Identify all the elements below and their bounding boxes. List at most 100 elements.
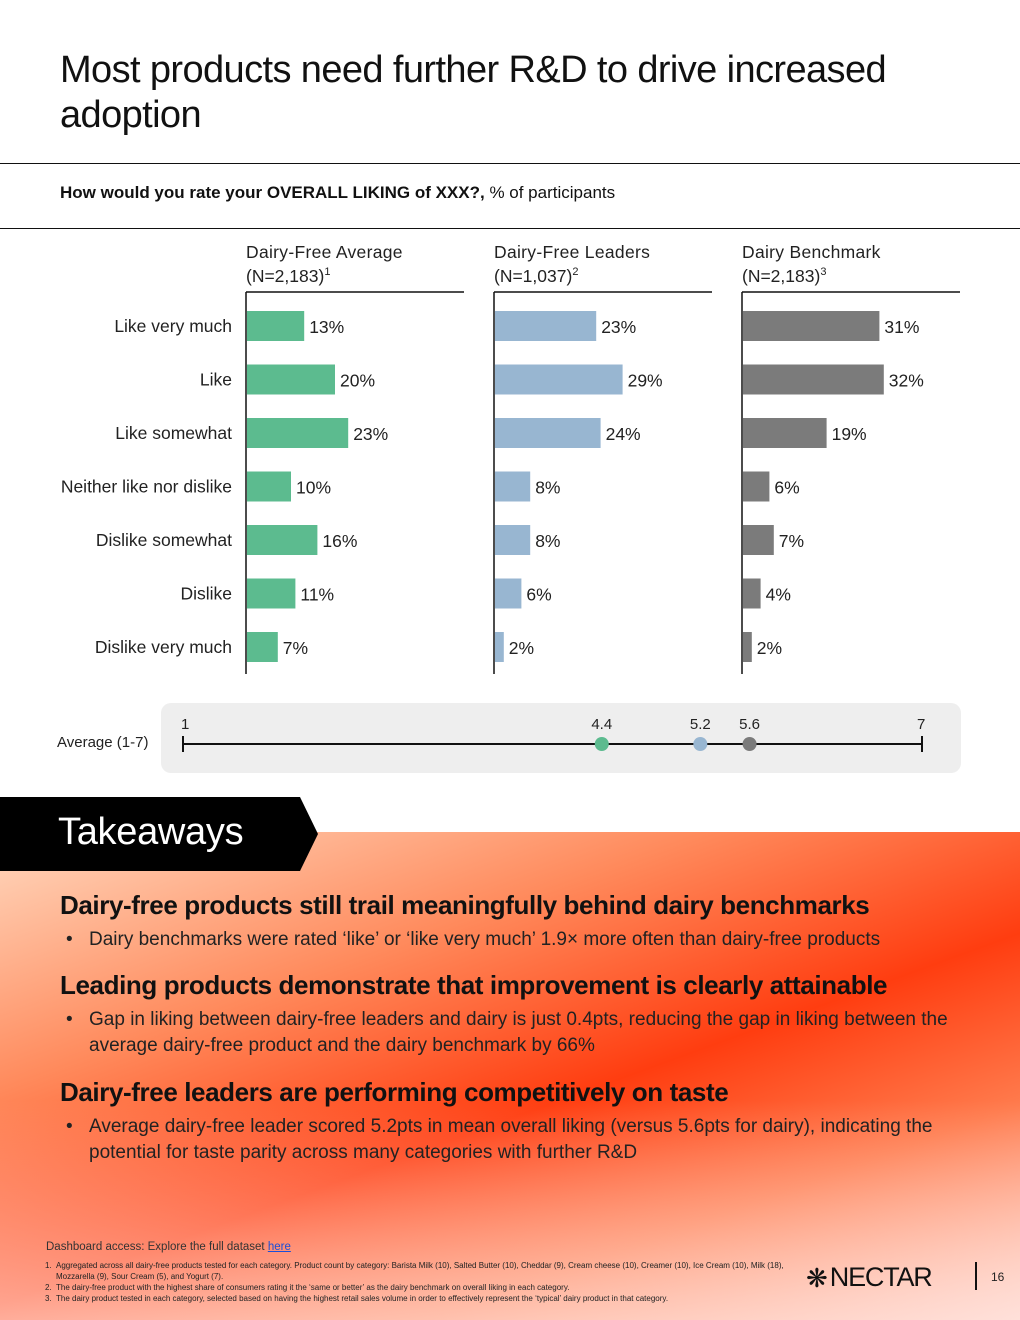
average-scale-panel (161, 703, 961, 773)
bar-value-label: 20% (340, 371, 375, 391)
series-sample-size: (N=2,183)1 (246, 266, 330, 286)
footnote-2: 2. The dairy-free product with the highes… (45, 1282, 785, 1293)
bar-value-label: 32% (889, 371, 924, 391)
bar (247, 418, 349, 448)
bar (743, 578, 761, 609)
bar (495, 364, 623, 395)
bar (247, 632, 278, 662)
bar-value-label: 19% (832, 424, 867, 444)
footnote-number: 3. (45, 1294, 52, 1303)
chart-question: How would you rate your OVERALL LIKING o… (60, 183, 615, 203)
category-label: Neither like nor dislike (61, 477, 232, 497)
category-label: Like somewhat (115, 423, 232, 443)
bar (743, 364, 884, 395)
series-header: Dairy-Free Leaders (494, 242, 650, 262)
category-label: Dislike (180, 584, 232, 604)
bar (495, 311, 597, 341)
nectar-logo: ❋ NECTAR (806, 1262, 933, 1293)
bar-value-label: 8% (535, 531, 560, 551)
series-sample-size: (N=1,037)2 (494, 266, 578, 286)
takeaway-heading: Leading products demonstrate that improv… (60, 970, 888, 1000)
takeaway-bullet: Gap in liking between dairy-free leaders… (60, 1007, 980, 1059)
footer-divider (975, 1262, 977, 1290)
bar (247, 525, 318, 555)
bar-value-label: 7% (283, 638, 308, 658)
bar-value-label: 4% (766, 585, 791, 605)
average-value-label: 5.6 (739, 716, 760, 733)
bar (495, 418, 601, 448)
category-label: Like very much (114, 316, 232, 336)
bar (495, 632, 504, 662)
bar-value-label: 11% (300, 585, 334, 605)
takeaways-header: Takeaways (0, 797, 318, 871)
takeaway-bullet: Dairy benchmarks were rated ‘like’ or ‘l… (60, 927, 980, 953)
bar (743, 418, 827, 448)
average-value-label: 5.2 (690, 716, 711, 733)
question-bold: How would you rate your OVERALL LIKING o… (60, 183, 485, 202)
dashboard-access: Dashboard access: Explore the full datas… (46, 1241, 291, 1253)
bar (743, 632, 752, 662)
takeaway-2: Leading products demonstrate that improv… (60, 969, 980, 1059)
footnote-text: The dairy product tested in each categor… (56, 1294, 669, 1303)
bar (247, 471, 291, 502)
takeaway-bullet: Average dairy-free leader scored 5.2pts … (60, 1114, 980, 1166)
page-title: Most products need further R&D to drive … (60, 49, 887, 136)
footnote-text: The dairy-free product with the highest … (56, 1283, 570, 1292)
average-scale-label: Average (1-7) (57, 734, 149, 751)
bar-value-label: 8% (535, 478, 560, 498)
average-value-label: 4.4 (591, 716, 612, 733)
scale-min-label: 1 (181, 716, 189, 733)
bar-value-label: 6% (526, 585, 551, 605)
category-label: Dislike somewhat (96, 530, 232, 550)
dashboard-text: Dashboard access: Explore the full datas… (46, 1241, 268, 1253)
bar-value-label: 24% (606, 424, 641, 444)
bottom-divider (0, 228, 1020, 229)
bar-value-label: 16% (322, 531, 357, 551)
footnote-1: 1. Aggregated across all dairy-free produ… (45, 1260, 785, 1282)
takeaway-3: Dairy-free leaders are performing compet… (60, 1076, 980, 1166)
takeaway-1: Dairy-free products still trail meaningf… (60, 889, 980, 953)
takeaways-title: Takeaways (58, 811, 244, 853)
bar (247, 578, 296, 609)
bar-value-label: 7% (779, 531, 804, 551)
nectar-flower-icon: ❋ (806, 1262, 828, 1293)
bar-value-label: 6% (774, 478, 799, 498)
footnote-number: 2. (45, 1283, 52, 1292)
category-label: Like (200, 370, 232, 390)
footnotes: 1. Aggregated across all dairy-free produ… (45, 1260, 785, 1304)
bar (495, 578, 522, 609)
bar (247, 311, 305, 341)
category-label: Dislike very much (95, 637, 232, 657)
series-header: Dairy-Free Average (246, 242, 403, 262)
footnote-number: 1. (45, 1261, 52, 1270)
bar (743, 311, 880, 341)
series-sample-size: (N=2,183)3 (742, 266, 826, 286)
scale-max-label: 7 (917, 716, 925, 733)
series-header: Dairy Benchmark (742, 242, 881, 262)
liking-bar-chart: Like very much Like Like somewhat Neither l… (61, 242, 960, 674)
bar (743, 525, 774, 555)
average-marker (742, 737, 757, 751)
footnote-text: Aggregated across all dairy-free product… (56, 1261, 784, 1281)
bar (495, 525, 531, 555)
bar (743, 471, 770, 502)
bar-value-label: 23% (601, 317, 636, 337)
bar-value-label: 29% (628, 371, 663, 391)
dataset-link[interactable]: here (267, 1241, 291, 1253)
bar-value-label: 2% (757, 638, 782, 658)
takeaway-heading: Dairy-free products still trail meaningf… (60, 890, 870, 920)
logo-wordmark: NECTAR (829, 1262, 933, 1292)
takeaways-background (0, 832, 1020, 1320)
average-marker (594, 737, 609, 751)
bar-value-label: 10% (296, 478, 331, 498)
takeaway-heading: Dairy-free leaders are performing compet… (60, 1077, 729, 1107)
top-divider (0, 163, 1020, 164)
average-scale: 1 7 4.4 5.2 5.6 (181, 716, 925, 752)
bar (247, 364, 335, 395)
question-rest: % of participants (484, 183, 616, 202)
bar-value-label: 13% (309, 317, 344, 337)
footnote-3: 3. The dairy product tested in each categ… (45, 1293, 785, 1304)
page-number: 16 (991, 1270, 1005, 1284)
average-marker (693, 737, 708, 751)
bar-value-label: 23% (353, 424, 388, 444)
